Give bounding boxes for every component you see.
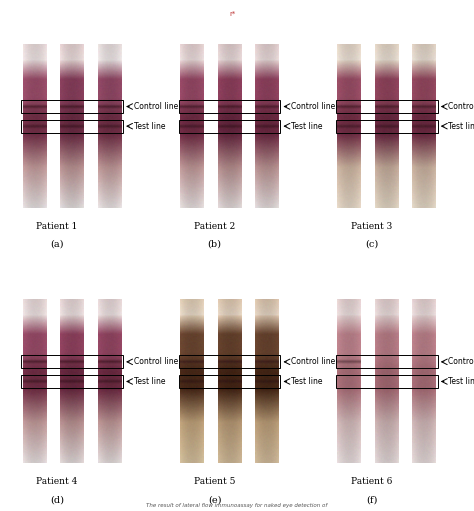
Text: Control line: Control line [291, 102, 335, 111]
Bar [336, 100, 438, 113]
Text: Test line: Test line [291, 122, 322, 131]
Text: Test line: Test line [291, 377, 322, 386]
Bar [21, 100, 123, 113]
Text: Control line: Control line [448, 102, 474, 111]
Text: (e): (e) [208, 495, 221, 504]
Bar [179, 375, 281, 388]
Bar [179, 120, 281, 133]
Text: Patient 4: Patient 4 [36, 477, 78, 486]
Text: Patient 5: Patient 5 [194, 477, 235, 486]
Bar [179, 100, 281, 113]
Text: Control line: Control line [291, 357, 335, 366]
Text: r*: r* [229, 11, 236, 17]
Text: Control line: Control line [134, 102, 178, 111]
Text: Control line: Control line [134, 357, 178, 366]
Text: Test line: Test line [448, 377, 474, 386]
Bar [336, 120, 438, 133]
Text: Test line: Test line [448, 122, 474, 131]
Text: Test line: Test line [134, 377, 165, 386]
Bar [336, 355, 438, 368]
Text: Control line: Control line [448, 357, 474, 366]
Text: (a): (a) [50, 240, 64, 249]
Text: The result of lateral flow immunoassay for naked eye detection of: The result of lateral flow immunoassay f… [146, 503, 328, 508]
Text: (c): (c) [365, 240, 378, 249]
Text: Patient 6: Patient 6 [351, 477, 392, 486]
Bar [21, 375, 123, 388]
Text: (b): (b) [208, 240, 221, 249]
Bar [21, 120, 123, 133]
Text: Patient 3: Patient 3 [351, 222, 392, 231]
Bar [336, 375, 438, 388]
Text: Patient 2: Patient 2 [194, 222, 235, 231]
Bar [21, 355, 123, 368]
Text: (d): (d) [50, 495, 64, 504]
Bar [179, 355, 281, 368]
Text: (f): (f) [366, 495, 378, 504]
Text: Test line: Test line [134, 122, 165, 131]
Text: Patient 1: Patient 1 [36, 222, 78, 231]
